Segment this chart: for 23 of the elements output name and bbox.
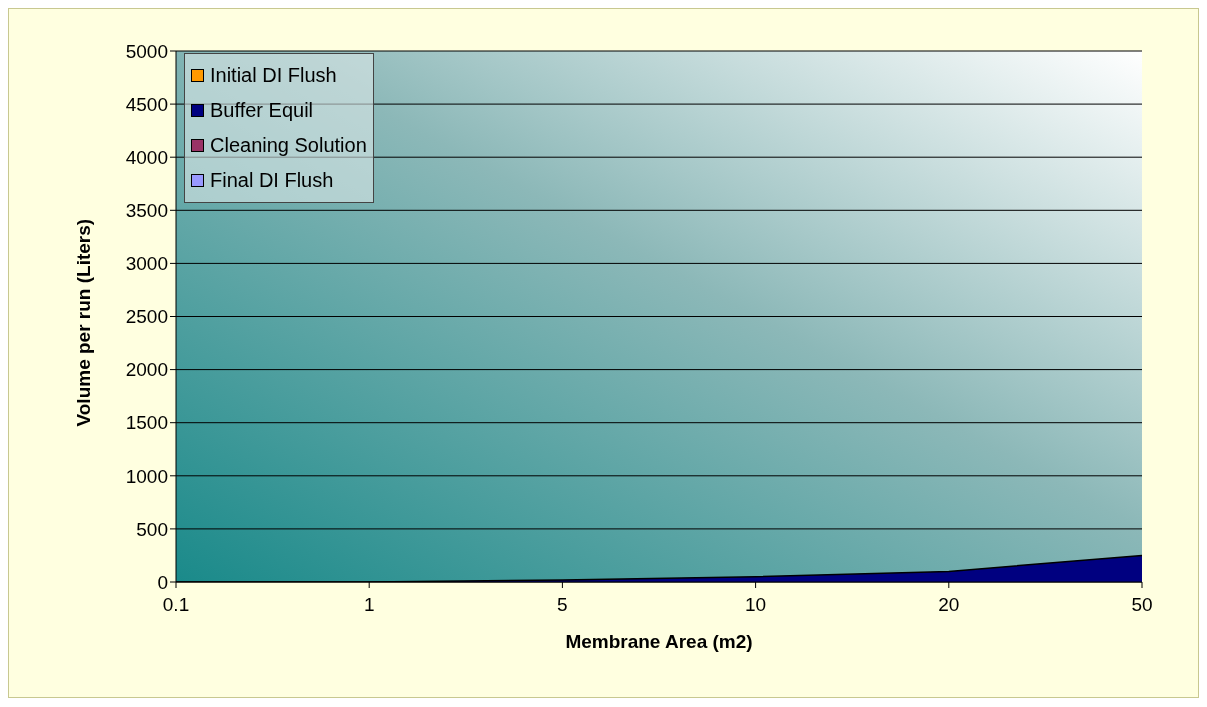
x-tick-label: 5 (557, 594, 568, 616)
y-tick-label: 4000 (125, 146, 168, 168)
x-tick-label: 10 (745, 594, 767, 616)
legend-label: Cleaning Solution (210, 134, 367, 157)
legend-label: Initial DI Flush (210, 64, 337, 87)
y-tick-label: 1000 (125, 465, 168, 487)
x-tick-label: 1 (363, 594, 375, 616)
y-tick-label: 0 (157, 571, 168, 593)
y-tick-label: 500 (136, 518, 168, 540)
y-tick-label: 5000 (125, 40, 168, 62)
y-tick-label: 3500 (125, 200, 168, 222)
x-tick-label: 0.1 (162, 594, 190, 616)
x-tick-label: 20 (938, 594, 960, 616)
y-axis-title: Volume per run (Liters) (72, 218, 94, 427)
legend-label: Final DI Flush (210, 169, 334, 192)
legend-label: Buffer Equil (210, 99, 314, 122)
x-axis-title: Membrane Area (m2) (565, 631, 753, 652)
x-tick-label: 50 (1131, 594, 1153, 616)
y-tick-label: 4500 (125, 93, 168, 115)
y-tick-label: 2500 (125, 306, 168, 328)
y-tick-label: 1500 (125, 412, 168, 434)
y-tick-label: 2000 (125, 359, 168, 381)
y-tick-label: 3000 (125, 253, 168, 275)
